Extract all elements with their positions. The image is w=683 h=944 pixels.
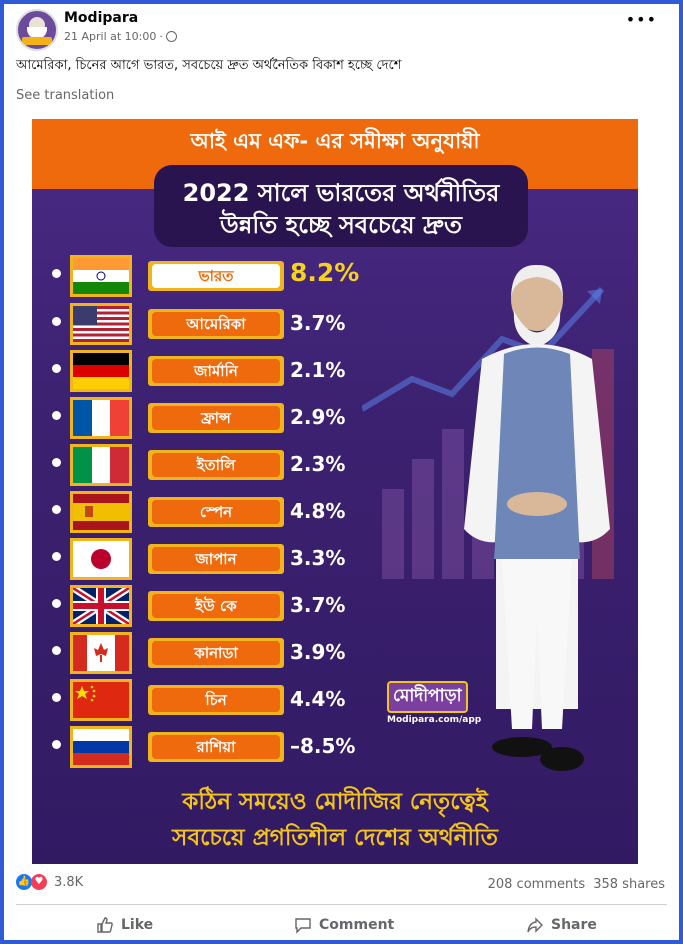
growth-value: 2.1% [290,358,346,382]
like-button[interactable]: Like [96,916,153,934]
country-name: জার্মানি [152,359,280,383]
country-name: স্পেন [152,500,280,524]
shares-count[interactable]: 358 shares [593,877,665,892]
usa-flag-icon [70,303,132,345]
poster: আই এম এফ- এর সমীক্ষা অনুযায়ী 2022 সালে … [32,119,638,864]
country-name: ফ্রান্স [152,406,280,430]
country-row: কানাডা 3.9% [32,632,372,674]
see-translation-link[interactable]: See translation [16,88,115,103]
modipara-logo: মোদীপাড়া Modipara.com/app [387,681,487,725]
footer-line-2: সবচেয়ে প্রগতিশীল দেশের অর্থনীতি [172,825,498,851]
country-row: ভারত 8.2% [32,255,372,297]
growth-value: 2.3% [290,452,346,476]
growth-value: 3.9% [290,640,346,664]
country-name: ইতালি [152,453,280,477]
divider [16,904,667,905]
growth-value: 4.4% [290,687,346,711]
country-row: জার্মানি 2.1% [32,350,372,392]
banner-text: আই এম এফ- এর সমীক্ষা অনুযায়ী [190,129,480,153]
logo-text: মোদীপাড়া [387,681,468,713]
country-row: স্পেন 4.8% [32,491,372,533]
share-icon [527,917,543,933]
country-row: ইতালি 2.3% [32,444,372,486]
country-name: কানাডা [152,641,280,665]
country-row: আমেরিকা 3.7% [32,303,372,345]
subtitle-line-2: উন্নতি হচ্ছে সবচেয়ে দ্রুত [219,211,462,239]
country-name: ভারত [152,264,280,288]
subtitle-box: 2022 সালে ভারতের অর্থনীতির উন্নতি হচ্ছে … [154,165,528,247]
italy-flag-icon [70,444,132,486]
comment-button[interactable]: Comment [294,916,394,934]
country-name: রাশিয়া [152,735,280,759]
comments-count[interactable]: 208 comments [487,877,586,892]
post-timestamp[interactable]: 21 April at 10:00 [64,30,157,43]
like-reaction-icon: 👍 [16,874,32,890]
post-image[interactable]: আই এম এফ- এর সমীক্ষা অনুযায়ী 2022 সালে … [4,114,679,864]
reaction-count: 3.8K [54,874,84,890]
facebook-post: Modipara 21 April at 10:00 · ••• আমেরিকা… [4,4,679,940]
growth-value: 3.7% [290,311,346,335]
growth-value: 3.7% [290,593,346,617]
love-reaction-icon: ♥ [31,874,47,890]
page-avatar[interactable] [16,9,58,51]
footer-line-1: কঠিন সময়েও মোদীজির নেতৃত্বেই [182,789,488,815]
like-label: Like [121,917,154,933]
france-flag-icon [70,397,132,439]
germany-flag-icon [70,350,132,392]
country-name: চিন [152,688,280,712]
spain-flag-icon [70,491,132,533]
logo-url: Modipara.com/app [387,715,482,725]
canada-flag-icon [70,632,132,674]
growth-value: 3.3% [290,546,346,570]
country-row: ইউ কে 3.7% [32,585,372,627]
reactions-summary[interactable]: 👍 ♥ 3.8K [16,874,83,890]
russia-flag-icon [70,726,132,768]
post-stats: 208 comments 358 shares [488,877,665,892]
meta-separator: · [159,30,163,43]
growth-value: –8.5% [290,734,356,758]
growth-value: 8.2% [290,258,360,287]
country-row: চিন 4.4% [32,679,372,721]
country-name: জাপান [152,547,280,571]
country-row: জাপান 3.3% [32,538,372,580]
post-meta: 21 April at 10:00 · [64,30,177,43]
country-name: ইউ কে [152,594,280,618]
subtitle-line-1: 2022 সালে ভারতের অর্থনীতির [182,179,500,207]
uk-flag-icon [70,585,132,627]
post-caption: আমেরিকা, চিনের আগে ভারত, সবচেয়ে দ্রুত অ… [16,58,402,73]
person-figure [464,264,610,771]
country-name: আমেরিকা [152,312,280,336]
share-button[interactable]: Share [526,916,597,934]
comment-label: Comment [319,917,395,933]
growth-value: 4.8% [290,499,346,523]
country-row: রাশিয়া –8.5% [32,726,372,768]
china-flag-icon [70,679,132,721]
japan-flag-icon [70,538,132,580]
india-flag-icon [70,255,132,297]
globe-icon [165,31,177,42]
share-label: Share [551,917,597,933]
growth-value: 2.9% [290,405,346,429]
more-dots-icon[interactable]: ••• [625,10,657,29]
growth-arrow-icon [362,286,605,412]
page-name[interactable]: Modipara [64,10,139,26]
country-row: ফ্রান্স 2.9% [32,397,372,439]
comment-icon [295,918,311,934]
thumbs-up-icon [97,917,113,933]
